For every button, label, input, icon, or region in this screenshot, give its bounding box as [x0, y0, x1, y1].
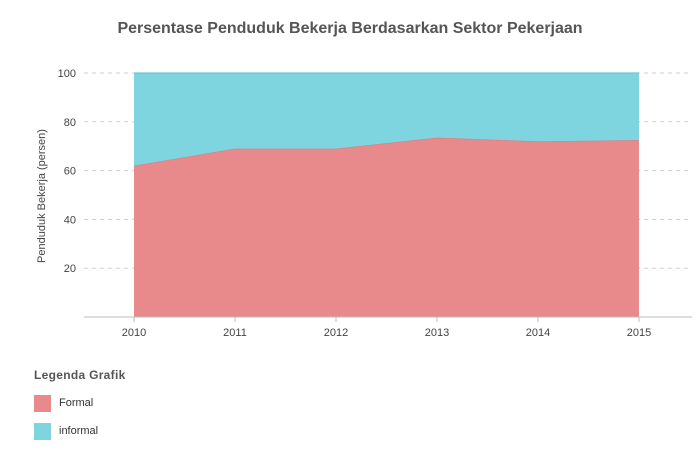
x-tick-labels: 2010 2011 2012 2013 2014 2015 [122, 327, 651, 339]
y-tick-label: 100 [58, 68, 76, 80]
x-tick-label: 2015 [627, 327, 651, 339]
y-tick-label: 40 [64, 214, 76, 226]
y-tick-label: 20 [64, 263, 76, 275]
legend-item-informal[interactable]: informal [34, 422, 98, 440]
area-formal[interactable] [134, 137, 639, 317]
legend-item-formal[interactable]: Formal [34, 394, 93, 412]
axes [84, 316, 692, 322]
chart-title: Persentase Penduduk Bekerja Berdasarkan … [117, 20, 583, 37]
legend-label-informal: informal [59, 425, 99, 437]
x-tick-label: 2011 [223, 327, 247, 339]
legend-label-formal: Formal [59, 397, 94, 409]
legend-swatch-formal [34, 394, 51, 412]
area-series [133, 72, 640, 317]
legend-title: Legenda Grafik [34, 368, 126, 382]
x-tick-label: 2014 [526, 327, 550, 339]
y-tick-labels: 20 40 60 80 100 [58, 68, 76, 275]
legend-swatch-informal [34, 422, 51, 440]
x-tick-label: 2012 [324, 327, 348, 339]
x-tick-label: 2010 [122, 327, 146, 339]
area-informal[interactable] [134, 73, 639, 166]
y-tick-label: 60 [64, 166, 76, 178]
y-axis-title: Penduduk Bekerja (persen) [36, 129, 48, 263]
x-tick-label: 2013 [425, 327, 449, 339]
y-tick-label: 80 [64, 117, 76, 129]
